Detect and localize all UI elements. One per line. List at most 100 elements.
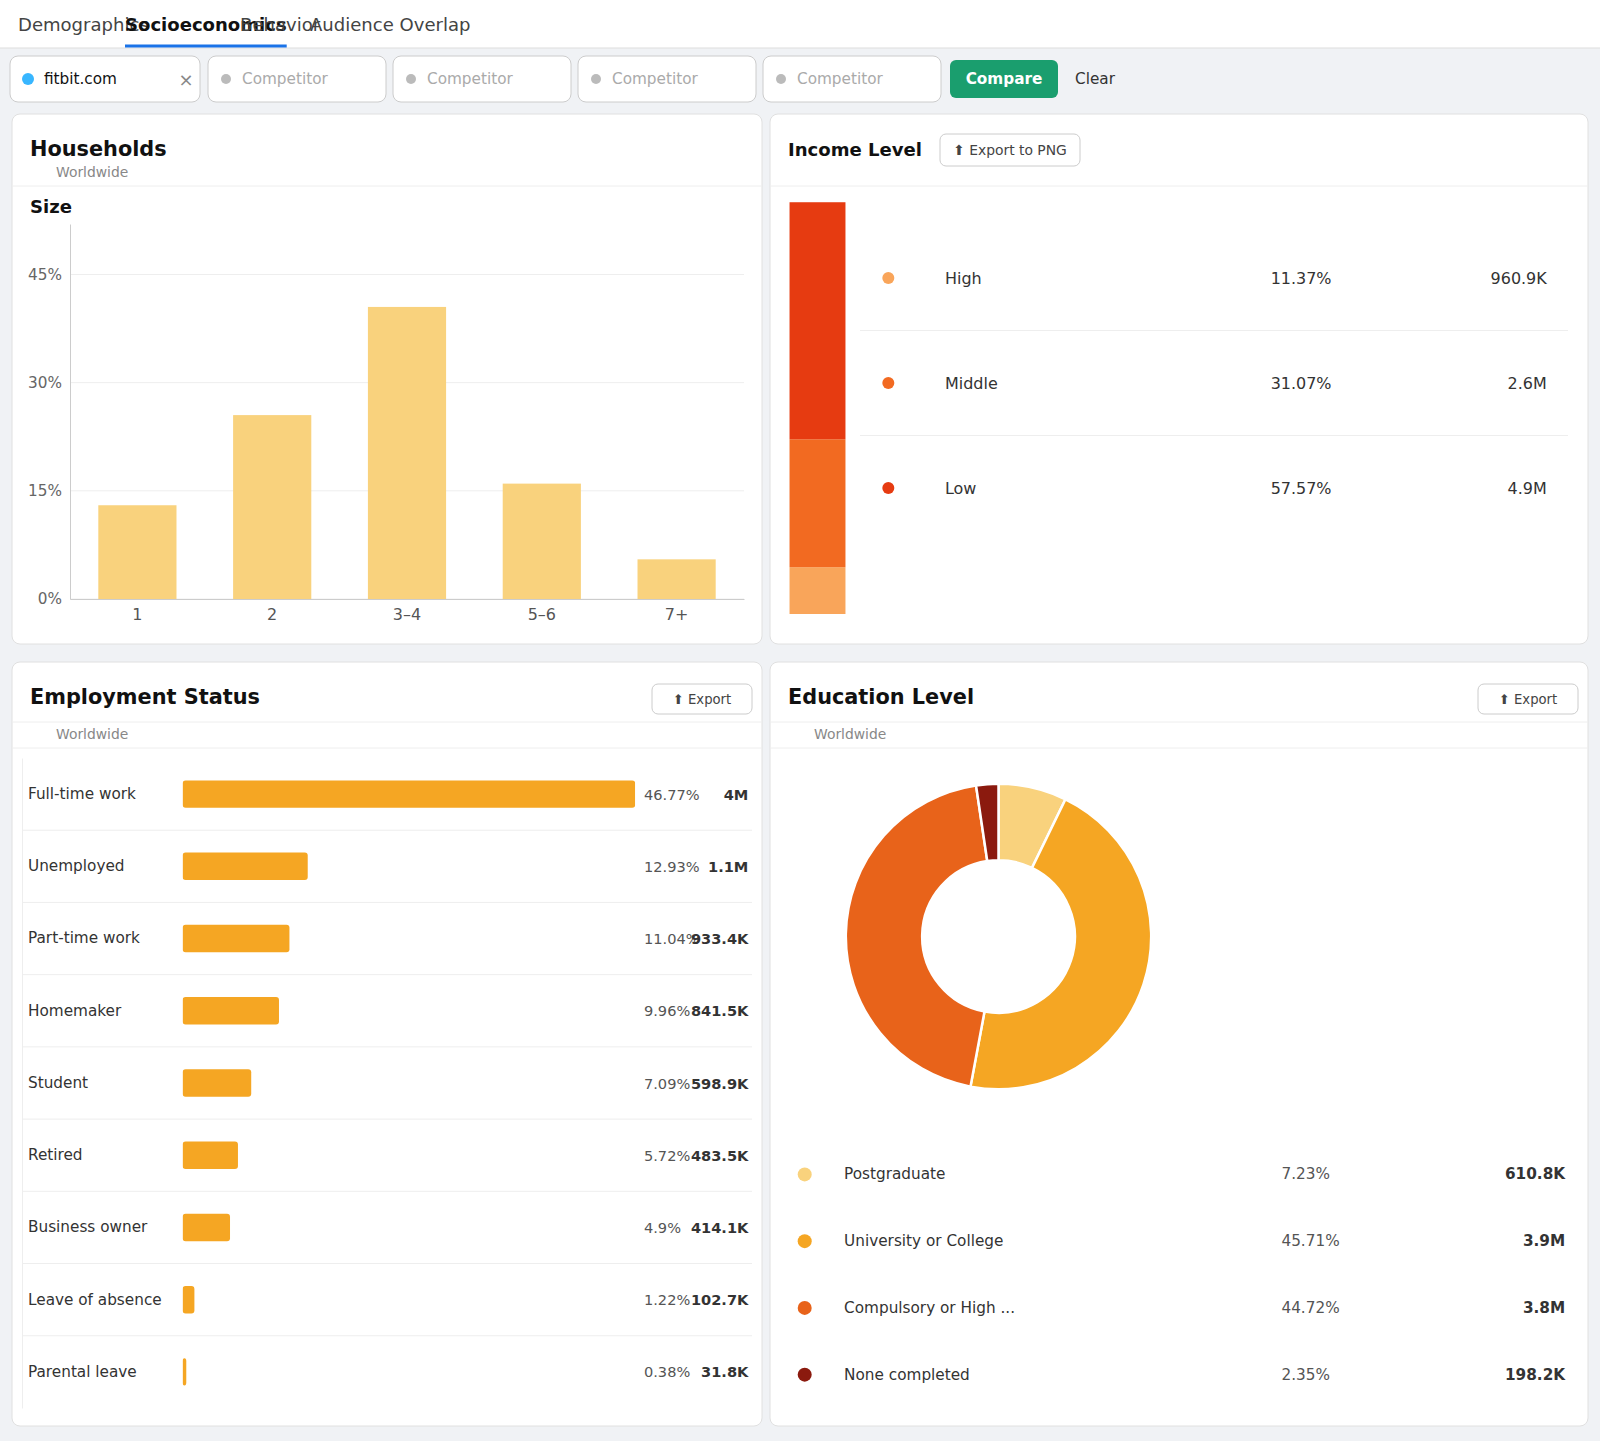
filter-label[interactable]: fitbit.com	[44, 70, 117, 88]
legend-swatch	[882, 482, 894, 494]
legend-swatch	[798, 1167, 812, 1181]
row-separator	[22, 1191, 752, 1192]
bar	[183, 1069, 252, 1096]
data-label: 7.23%	[1281, 1165, 1330, 1183]
annotation: Worldwide	[814, 726, 886, 742]
export-label[interactable]: ⬆ Export to PNG	[953, 142, 1067, 158]
bar	[183, 1142, 238, 1169]
y-tick: 45%	[28, 266, 70, 284]
compare-label[interactable]: Compare	[966, 70, 1043, 88]
filter-dot	[776, 74, 786, 84]
compare-button[interactable]	[950, 60, 1058, 98]
filter-label[interactable]: Competitor	[427, 70, 514, 88]
y-tick-label: Parental leave	[28, 1363, 137, 1381]
annotation: Worldwide	[56, 164, 128, 180]
income-card	[770, 114, 1588, 644]
count-label: 31.8K	[701, 1363, 749, 1380]
y-tick: Homemaker	[22, 1002, 122, 1020]
x-axis-line	[71, 599, 745, 600]
y-tick: 30%	[28, 374, 70, 392]
size-chart: 123–45–67+0%15%30%45%	[28, 225, 744, 625]
filter-label[interactable]: Competitor	[797, 70, 884, 88]
filter-label[interactable]: Competitor	[242, 70, 329, 88]
y-tick-label: Student	[28, 1074, 88, 1092]
card-separator	[770, 722, 1588, 723]
data-label: 4.9%	[644, 1219, 681, 1236]
count-label: 198.2K	[1505, 1366, 1566, 1384]
filter-dot	[591, 74, 601, 84]
y-tick-label: 45%	[28, 266, 62, 284]
bars	[790, 202, 846, 614]
legend-swatch	[882, 272, 894, 284]
bar	[183, 1214, 230, 1241]
count-label: 4.9M	[1508, 479, 1547, 498]
filter-pill[interactable]	[763, 56, 941, 102]
count-label: 3.8M	[1523, 1299, 1565, 1317]
filter-dot	[22, 73, 34, 85]
count-label: 414.1K	[691, 1219, 749, 1236]
page: DemographicsSocioeconomicsBehaviorAudien…	[0, 0, 1600, 1441]
data-label: 2.35%	[1281, 1366, 1330, 1384]
count-label: 610.8K	[1505, 1165, 1566, 1183]
nav-tab[interactable]: Behavior	[240, 14, 321, 35]
clear-label[interactable]: Clear	[1075, 70, 1116, 88]
bar	[98, 505, 176, 599]
row-separator	[22, 1119, 752, 1120]
donut-slice	[976, 784, 998, 861]
data-label: 9.96%	[644, 1002, 690, 1019]
y-tick-label: 0%	[38, 590, 62, 608]
dashboard: DemographicsSocioeconomicsBehaviorAudien…	[0, 0, 1600, 1441]
y-axis-line	[22, 759, 23, 1409]
export-button[interactable]	[940, 134, 1080, 166]
count-label: 4M	[724, 786, 749, 803]
card-title: Income Level	[788, 139, 922, 160]
filter-pill[interactable]	[10, 56, 200, 102]
filter-label[interactable]: Competitor	[612, 70, 699, 88]
export-label[interactable]: ⬆ Export	[1499, 692, 1557, 707]
background	[0, 0, 1600, 1441]
x-tick-label: 7+	[665, 605, 689, 624]
nav-tab[interactable]: Audience Overlap	[310, 14, 471, 35]
x-tick: 7+	[665, 599, 689, 624]
count-label: 102.7K	[691, 1291, 749, 1308]
row-separator	[22, 974, 752, 975]
y-tick-label: Business owner	[28, 1218, 148, 1236]
filter-close[interactable]: ×	[178, 69, 193, 90]
count-label: 3.9M	[1523, 1232, 1565, 1250]
legend-separator	[860, 435, 1568, 436]
card-separator	[770, 748, 1588, 749]
legend-swatch	[798, 1368, 812, 1382]
legend-label: High	[945, 269, 982, 288]
x-tick-label: 3–4	[393, 605, 421, 624]
filter-dot	[221, 74, 231, 84]
legend: Postgraduate7.23%610.8KUniversity or Col…	[798, 1165, 1567, 1383]
x-tick: 2	[267, 599, 277, 624]
x-tick-label: 5–6	[528, 605, 556, 624]
filter-pill[interactable]	[578, 56, 756, 102]
legend-label: University or College	[844, 1232, 1003, 1250]
count-label: 483.5K	[691, 1147, 749, 1164]
x-tick: 3–4	[393, 599, 421, 624]
grid-line	[70, 274, 744, 275]
card-separator	[770, 186, 1588, 187]
card-title: Education Level	[788, 685, 974, 709]
y-tick: Full-time work	[22, 785, 136, 803]
nav-tab-underline	[125, 45, 287, 48]
x-tick-label: 1	[132, 605, 142, 624]
y-tick: 0%	[38, 590, 70, 608]
export-button[interactable]	[1478, 684, 1578, 714]
bar	[368, 307, 446, 599]
y-tick: Student	[22, 1074, 88, 1092]
bar	[183, 780, 636, 807]
y-tick-label: Retired	[28, 1146, 83, 1164]
filter-pill[interactable]	[208, 56, 386, 102]
export-button[interactable]	[652, 684, 752, 714]
legend-separator	[860, 330, 1568, 331]
legend-label: Compulsory or High ...	[844, 1299, 1015, 1317]
row-separator	[22, 1335, 752, 1336]
export-label[interactable]: ⬆ Export	[673, 692, 731, 707]
y-tick: Part-time work	[22, 929, 140, 947]
y-axis: 0%15%30%45%	[28, 225, 70, 609]
bar	[183, 925, 290, 952]
filter-pill[interactable]	[393, 56, 571, 102]
